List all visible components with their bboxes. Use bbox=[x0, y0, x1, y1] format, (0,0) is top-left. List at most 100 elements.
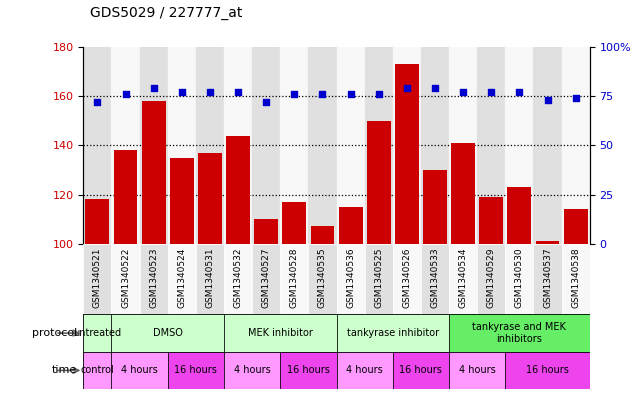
Text: 4 hours: 4 hours bbox=[346, 365, 383, 375]
Text: GSM1340537: GSM1340537 bbox=[543, 247, 552, 308]
Text: 16 hours: 16 hours bbox=[287, 365, 330, 375]
Text: untreated: untreated bbox=[73, 328, 121, 338]
Bar bbox=[393, 244, 421, 314]
Point bbox=[514, 89, 524, 95]
Bar bbox=[562, 244, 590, 314]
Bar bbox=[449, 47, 477, 244]
Text: GSM1340525: GSM1340525 bbox=[374, 247, 383, 308]
Text: 4 hours: 4 hours bbox=[459, 365, 495, 375]
Bar bbox=[170, 158, 194, 244]
Text: 16 hours: 16 hours bbox=[174, 365, 217, 375]
Bar bbox=[477, 47, 505, 244]
Text: GSM1340530: GSM1340530 bbox=[515, 247, 524, 308]
Bar bbox=[449, 314, 590, 352]
Bar bbox=[505, 244, 533, 314]
Bar bbox=[224, 47, 252, 244]
Text: GSM1340529: GSM1340529 bbox=[487, 247, 495, 308]
Point bbox=[205, 89, 215, 95]
Bar bbox=[365, 244, 393, 314]
Bar bbox=[224, 244, 252, 314]
Bar bbox=[533, 47, 562, 244]
Bar bbox=[83, 314, 112, 352]
Bar bbox=[508, 187, 531, 244]
Point bbox=[458, 89, 469, 95]
Bar bbox=[393, 47, 421, 244]
Bar bbox=[83, 244, 112, 314]
Bar bbox=[533, 244, 562, 314]
Bar bbox=[421, 244, 449, 314]
Bar bbox=[140, 47, 168, 244]
Bar bbox=[142, 101, 165, 244]
Bar bbox=[283, 202, 306, 244]
Bar bbox=[308, 244, 337, 314]
Bar bbox=[308, 47, 337, 244]
Text: GSM1340533: GSM1340533 bbox=[431, 247, 440, 308]
Text: protocol: protocol bbox=[31, 328, 77, 338]
Bar bbox=[421, 47, 449, 244]
Point bbox=[317, 91, 328, 97]
Text: time: time bbox=[52, 365, 77, 375]
Bar bbox=[505, 47, 533, 244]
Text: GSM1340524: GSM1340524 bbox=[178, 247, 187, 308]
Text: GSM1340536: GSM1340536 bbox=[346, 247, 355, 308]
Bar bbox=[112, 244, 140, 314]
Bar bbox=[337, 244, 365, 314]
Text: GSM1340527: GSM1340527 bbox=[262, 247, 271, 308]
Point bbox=[374, 91, 384, 97]
Text: 16 hours: 16 hours bbox=[526, 365, 569, 375]
Point bbox=[92, 99, 103, 105]
Point bbox=[177, 89, 187, 95]
Bar bbox=[337, 314, 449, 352]
Bar bbox=[280, 352, 337, 389]
Bar bbox=[367, 121, 390, 244]
Text: tankyrase inhibitor: tankyrase inhibitor bbox=[347, 328, 439, 338]
Bar bbox=[224, 314, 337, 352]
Bar bbox=[226, 136, 250, 244]
Bar bbox=[423, 170, 447, 244]
Point bbox=[570, 95, 581, 101]
Point bbox=[149, 85, 159, 92]
Bar bbox=[562, 47, 590, 244]
Bar bbox=[252, 47, 280, 244]
Bar bbox=[113, 150, 137, 244]
Text: GDS5029 / 227777_at: GDS5029 / 227777_at bbox=[90, 6, 242, 20]
Bar bbox=[168, 47, 196, 244]
Bar bbox=[505, 352, 590, 389]
Text: GSM1340528: GSM1340528 bbox=[290, 247, 299, 308]
Text: GSM1340538: GSM1340538 bbox=[571, 247, 580, 308]
Bar bbox=[337, 47, 365, 244]
Bar bbox=[83, 47, 112, 244]
Text: GSM1340531: GSM1340531 bbox=[205, 247, 215, 308]
Bar bbox=[83, 352, 112, 389]
Bar bbox=[254, 219, 278, 244]
Point bbox=[345, 91, 356, 97]
Bar bbox=[280, 47, 308, 244]
Point bbox=[121, 91, 131, 97]
Point bbox=[402, 85, 412, 92]
Bar bbox=[112, 352, 168, 389]
Point bbox=[289, 91, 299, 97]
Text: GSM1340522: GSM1340522 bbox=[121, 247, 130, 308]
Bar bbox=[198, 153, 222, 244]
Bar bbox=[451, 143, 475, 244]
Bar bbox=[140, 244, 168, 314]
Text: GSM1340523: GSM1340523 bbox=[149, 247, 158, 308]
Point bbox=[430, 85, 440, 92]
Point bbox=[486, 89, 496, 95]
Bar bbox=[280, 244, 308, 314]
Bar bbox=[112, 314, 224, 352]
Bar bbox=[85, 199, 110, 244]
Bar bbox=[337, 352, 393, 389]
Text: MEK inhibitor: MEK inhibitor bbox=[248, 328, 313, 338]
Bar bbox=[310, 226, 335, 244]
Bar bbox=[393, 352, 449, 389]
Bar bbox=[338, 207, 363, 244]
Bar bbox=[196, 244, 224, 314]
Bar bbox=[479, 197, 503, 244]
Bar bbox=[168, 352, 224, 389]
Point bbox=[261, 99, 271, 105]
Bar bbox=[224, 352, 280, 389]
Bar bbox=[449, 244, 477, 314]
Text: GSM1340532: GSM1340532 bbox=[233, 247, 242, 308]
Text: tankyrase and MEK
inhibitors: tankyrase and MEK inhibitors bbox=[472, 322, 567, 344]
